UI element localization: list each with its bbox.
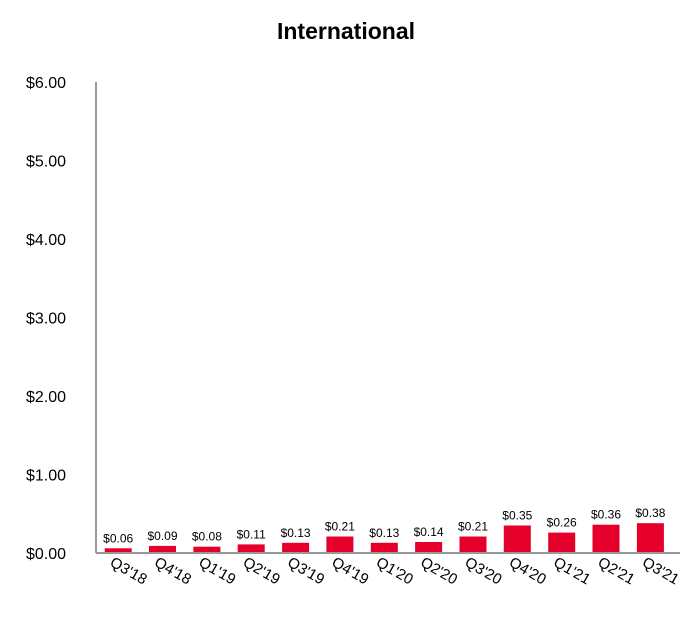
x-axis-ticks: Q3'18 Q4'18 Q1'19 Q2'19 Q3'19 Q4'19 Q1'20 Q2'20… xyxy=(107,554,682,589)
y-tick-label: $4.00 xyxy=(26,232,66,249)
bar xyxy=(326,536,354,553)
x-tick-label: Q2'21 xyxy=(595,554,638,589)
bar xyxy=(370,542,398,553)
bar xyxy=(104,548,132,553)
data-label: $0.21 xyxy=(458,520,488,534)
y-tick-label: $3.00 xyxy=(26,311,66,328)
bar xyxy=(282,542,310,553)
bar xyxy=(592,524,620,553)
x-tick-label: Q4'18 xyxy=(151,554,194,589)
y-axis-ticks: $0.00 $1.00 $2.00 $3.00 $4.00 $5.00 $6.00 xyxy=(26,75,66,563)
bar xyxy=(193,546,221,553)
data-label: $0.09 xyxy=(147,529,177,543)
data-label: $0.08 xyxy=(192,530,222,544)
y-tick-label: $1.00 xyxy=(26,468,66,485)
data-label: $0.38 xyxy=(635,506,665,520)
x-tick-label: Q1'21 xyxy=(551,554,594,589)
x-tick-label: Q2'19 xyxy=(240,554,283,589)
x-tick-label: Q1'20 xyxy=(373,554,416,589)
chart-title: International xyxy=(277,18,415,44)
x-tick-label: Q3'20 xyxy=(462,554,505,589)
x-tick-label: Q4'19 xyxy=(329,554,372,589)
x-tick-label: Q3'18 xyxy=(107,554,150,589)
data-label: $0.13 xyxy=(369,526,399,540)
bar xyxy=(459,536,487,553)
bar xyxy=(237,544,265,553)
y-tick-label: $6.00 xyxy=(26,75,66,92)
data-labels: $0.06 $0.09 $0.08 $0.11 $0.13 $0.21 $0.13 $0.14… xyxy=(103,506,666,545)
y-tick-label: $5.00 xyxy=(26,154,66,171)
bar xyxy=(548,532,576,553)
data-label: $0.06 xyxy=(103,531,133,545)
data-label: $0.35 xyxy=(502,509,532,523)
data-label: $0.26 xyxy=(547,516,577,530)
bars xyxy=(104,523,664,553)
x-tick-label: Q3'21 xyxy=(639,554,682,589)
data-label: $0.13 xyxy=(281,526,311,540)
bar xyxy=(636,523,664,553)
x-tick-label: Q3'19 xyxy=(284,554,327,589)
x-tick-label: Q4'20 xyxy=(506,554,549,589)
bar xyxy=(503,525,531,553)
data-label: $0.11 xyxy=(237,527,266,541)
y-tick-label: $2.00 xyxy=(26,389,66,406)
data-label: $0.21 xyxy=(325,520,355,534)
data-label: $0.36 xyxy=(591,508,621,522)
data-label: $0.14 xyxy=(414,525,444,539)
bar xyxy=(149,545,176,553)
x-tick-label: Q1'19 xyxy=(196,554,239,589)
bar xyxy=(415,542,443,553)
y-tick-label: $0.00 xyxy=(26,546,66,563)
x-tick-label: Q2'20 xyxy=(417,554,460,589)
